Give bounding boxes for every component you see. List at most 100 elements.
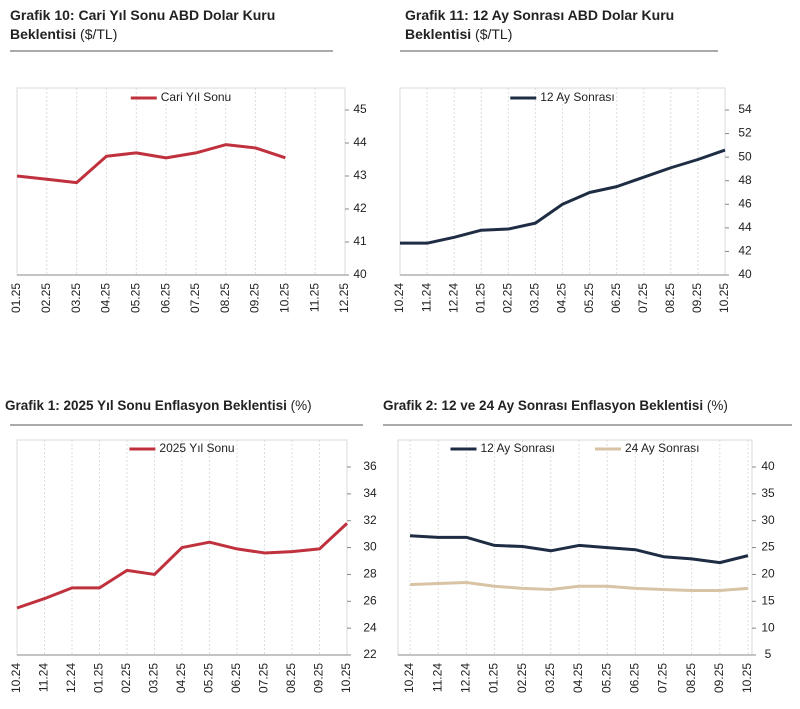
x-tick-label: 10.24 [402,663,416,693]
series-line [400,148,726,245]
x-tick-label: 06.25 [158,283,172,313]
title-unit: (%) [290,398,312,413]
x-tick-label: 08.25 [284,663,298,693]
x-tick-label: 05.25 [202,663,216,693]
y-tick-label: 28 [363,567,377,581]
x-tick-label: 10.24 [9,663,23,693]
y-tick-label: 24 [363,620,377,634]
x-tick-label: 08.25 [218,283,232,313]
y-tick-label: 54 [738,102,752,116]
legend-label: 12 Ay Sonrası [540,90,615,104]
x-tick-label: 01.25 [92,663,106,693]
x-tick-label: 02.25 [501,283,515,313]
y-tick-label: 22 [363,647,377,661]
x-tick-label: 10.24 [392,283,406,313]
y-tick-label: 25 [761,540,775,554]
y-tick-label: 10 [761,620,775,634]
y-tick-label: 43 [353,168,367,182]
y-tick-label: 32 [363,513,377,527]
x-tick-label: 03.25 [147,663,161,693]
x-tick-label: 12.25 [337,283,351,313]
x-tick-label: 10.25 [717,283,731,313]
y-tick-label: 44 [738,220,752,234]
y-tick-label: 15 [761,593,775,607]
x-tick-label: 11.24 [37,663,51,692]
y-tick-label: 40 [761,459,775,473]
legend-label: 2025 Yıl Sonu [159,441,234,455]
series-line [409,580,749,593]
x-tick-label: 01.25 [9,283,23,313]
x-tick-label: 09.25 [712,663,726,693]
x-tick-label: 04.25 [99,283,113,313]
x-tick-label: 10.25 [278,283,292,313]
y-tick-label: 48 [738,173,752,187]
x-tick-label: 09.25 [312,663,326,693]
x-tick-label: 02.25 [119,663,133,693]
x-tick-label: 12.24 [459,663,473,693]
title-text: Grafik 1: 2025 Yıl Sonu Enflasyon Beklen… [5,398,287,413]
x-tick-label: 08.25 [684,663,698,693]
legend-label: 24 Ay Sonrası [625,441,700,455]
title-text: Grafik 10: Cari Yıl Sonu ABD Dolar Kuru … [10,7,276,42]
y-tick-label: 5 [765,647,772,661]
y-tick-label: 26 [363,593,377,607]
x-tick-label: 04.25 [174,663,188,693]
legend-label: Cari Yıl Sonu [161,90,231,104]
title-unit: (%) [706,398,728,413]
x-tick-label: 06.25 [609,283,623,313]
y-tick-label: 34 [363,486,377,500]
x-tick-label: 02.25 [515,663,529,693]
chart-title: Grafik 10: Cari Yıl Sonu ABD Dolar Kuru … [10,6,330,44]
x-tick-label: 03.25 [69,283,83,313]
y-tick-label: 42 [738,244,752,258]
x-tick-label: 02.25 [39,283,53,313]
x-tick-label: 12.24 [446,283,460,313]
x-tick-label: 04.25 [555,283,569,313]
y-tick-label: 45 [353,102,367,116]
x-tick-label: 04.25 [571,663,585,693]
chart-title: Grafik 2: 12 ve 24 Ay Sonrası Enflasyon … [383,396,728,415]
title-unit: ($/TL) [80,26,118,42]
x-tick-label: 05.25 [128,283,142,313]
y-tick-label: 41 [353,234,367,248]
x-tick-label: 01.25 [487,663,501,693]
x-tick-label: 12.24 [64,663,78,693]
x-tick-label: 01.25 [473,283,487,313]
y-tick-label: 30 [761,513,775,527]
series-line [16,522,349,610]
x-tick-label: 11.24 [419,283,433,312]
series-line [409,534,749,565]
x-tick-label: 07.25 [636,283,650,313]
chart-title: Grafik 11: 12 Ay Sonrası ABD Dolar Kuru … [405,6,725,44]
y-tick-label: 40 [353,267,367,281]
x-tick-label: 03.25 [528,283,542,313]
x-tick-label: 07.25 [188,283,202,313]
title-text: Grafik 11: 12 Ay Sonrası ABD Dolar Kuru … [405,7,675,42]
x-tick-label: 06.25 [229,663,243,693]
title-unit: ($/TL) [475,26,513,42]
y-tick-label: 40 [738,267,752,281]
x-tick-label: 08.25 [663,283,677,313]
x-tick-label: 11.24 [430,663,444,692]
legend-label: 12 Ay Sonrası [481,441,556,455]
x-tick-label: 11.25 [307,283,321,312]
y-tick-label: 35 [761,486,775,500]
y-tick-label: 50 [738,149,752,163]
x-tick-label: 10.25 [339,663,353,693]
y-tick-label: 42 [353,201,367,215]
x-tick-label: 07.25 [656,663,670,693]
y-tick-label: 46 [738,196,752,210]
x-tick-label: 03.25 [543,663,557,693]
x-tick-label: 07.25 [257,663,271,693]
x-tick-label: 06.25 [628,663,642,693]
y-tick-label: 36 [363,459,377,473]
x-tick-label: 09.25 [248,283,262,313]
y-tick-label: 20 [761,567,775,581]
x-tick-label: 05.25 [599,663,613,693]
title-text: Grafik 2: 12 ve 24 Ay Sonrası Enflasyon … [383,398,704,413]
y-tick-label: 30 [363,540,377,554]
series-line [16,143,286,185]
y-tick-label: 44 [353,135,367,149]
